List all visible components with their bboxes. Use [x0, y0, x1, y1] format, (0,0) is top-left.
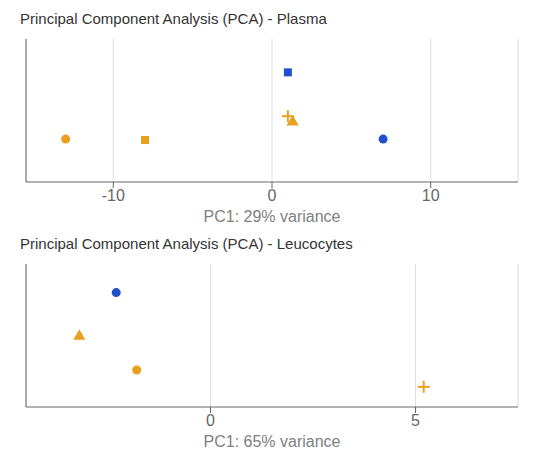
html-text:Principal Component Analysis (: Principal Component Analysis (PCA) - Leu…: [20, 235, 353, 252]
svg-text:PC1: 65% variance: PC1: 65% variance: [204, 433, 341, 450]
svg-text:-10: -10: [102, 187, 125, 204]
svg-text:PC1: 29% variance: PC1: 29% variance: [204, 208, 341, 225]
svg-text:5: 5: [411, 412, 420, 429]
svg-text:0: 0: [268, 187, 277, 204]
svg-text:0: 0: [206, 412, 215, 429]
svg-text:10: 10: [422, 187, 440, 204]
html-text:Principal Component Analysis (: Principal Component Analysis (PCA) - Pla…: [20, 10, 327, 27]
